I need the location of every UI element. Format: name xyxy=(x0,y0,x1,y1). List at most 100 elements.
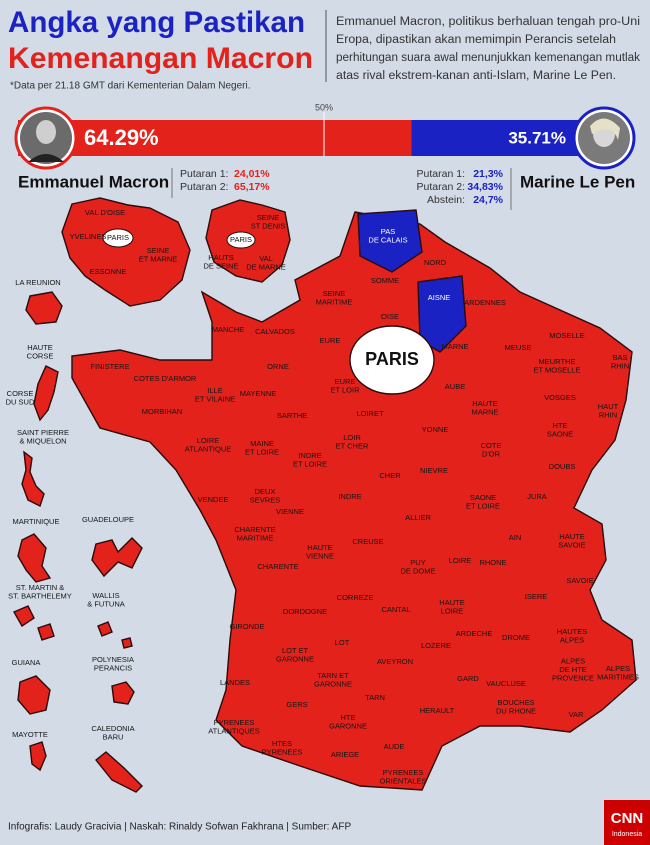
label-line: POLYNESIA xyxy=(92,655,134,664)
area-label: GIRONDE xyxy=(229,622,264,631)
label-line: PAS xyxy=(381,227,395,236)
label-line: LOT ET xyxy=(282,646,309,655)
area-label: VENDEE xyxy=(198,495,229,504)
area-label: WALLIS & FUTUNA xyxy=(87,591,125,609)
area-label: MOSELLE xyxy=(549,331,584,340)
area-label: SOMME xyxy=(371,276,399,285)
area-label: LOIRE xyxy=(449,556,472,565)
label-line: MEURTHE xyxy=(539,357,576,366)
label-line: INDRE xyxy=(298,451,321,460)
label-line: VAUCLUSE xyxy=(486,679,526,688)
title-line: Angka yang Pastikan xyxy=(8,6,305,39)
area-label: HAUTE SAVOIE xyxy=(558,532,585,550)
label-line: ET MOSELLE xyxy=(534,365,581,374)
label-line: HAUTE xyxy=(307,543,332,552)
area-label: ARDECHE xyxy=(456,629,493,638)
label-line: GUADELOUPE xyxy=(82,515,134,524)
round-label: Putaran 1: xyxy=(180,168,228,180)
label-line: DEUX xyxy=(255,487,276,496)
label-line: SEINE xyxy=(257,213,280,222)
label-line: VENDEE xyxy=(198,495,229,504)
area-label: SARTHE xyxy=(277,411,307,420)
area-label: VIENNE xyxy=(276,507,304,516)
label-line: COTES D'ARMOR xyxy=(134,374,197,383)
territory-shape xyxy=(111,681,135,705)
area-label: LOIR ET CHER xyxy=(336,433,369,451)
label-line: OISE xyxy=(381,312,399,321)
label-line: CANTAL xyxy=(381,605,410,614)
round-value: 65,17% xyxy=(234,181,270,193)
area-label: HERAULT xyxy=(420,706,455,715)
area-label: HAUTE VIENNE xyxy=(306,543,334,561)
area-label: DROME xyxy=(502,633,530,642)
label-line: YONNE xyxy=(422,425,449,434)
label-line: ET LOIRE xyxy=(245,447,279,456)
label-line: FINISTERE xyxy=(90,362,129,371)
label-line: ALPES xyxy=(606,664,630,673)
area-label: PYRENEES ATLANTIQUES xyxy=(208,718,260,736)
area-label: AVEYRON xyxy=(377,657,413,666)
area-label: CHER xyxy=(379,471,401,480)
area-label: GARD xyxy=(457,674,479,683)
area-label: AUDE xyxy=(384,742,405,751)
area-label: VOSGES xyxy=(544,393,576,402)
label-line: TARN xyxy=(365,693,385,702)
area-label: ST. MARTIN & ST. BARTHELEMY xyxy=(8,583,72,601)
area-label: GUADELOUPE xyxy=(82,515,134,524)
label-line: GARONNE xyxy=(276,654,314,663)
description-line: Eropa, dipastikan akan memimpin Perancis… xyxy=(336,34,616,46)
area-label: PAS DE CALAIS xyxy=(368,227,407,245)
label-line: PYRENEES xyxy=(262,747,303,756)
label-line: MARITIME xyxy=(316,297,353,306)
area-label: HTE SAONE xyxy=(547,421,573,439)
midpoint-label: 50% xyxy=(315,102,333,112)
label-line: HAUTE xyxy=(27,343,52,352)
candidate-name: Emmanuel Macron xyxy=(18,172,169,191)
label-line: SEINE xyxy=(147,246,170,255)
label-line: INDRE xyxy=(338,492,361,501)
label-line: HTE xyxy=(341,713,356,722)
area-label: YVELINES xyxy=(70,232,107,241)
label-line: NORD xyxy=(424,258,447,267)
area-label: CORREZE xyxy=(337,593,374,602)
area-label: ESSONNE xyxy=(90,267,127,276)
label-line: SAONE xyxy=(547,429,573,438)
area-label: COTE D'OR xyxy=(481,441,502,459)
area-label: SEINE ST DENIS xyxy=(251,213,285,231)
region-pas-de-calais xyxy=(357,209,423,273)
area-label: CALVADOS xyxy=(255,327,295,336)
label-line: CORSE xyxy=(27,351,54,360)
label-line: RHONE xyxy=(479,558,506,567)
label-line: ARDECHE xyxy=(456,629,493,638)
label-line: AUDE xyxy=(384,742,405,751)
round-label: Abstein: xyxy=(427,194,465,206)
logo: CNN xyxy=(611,810,644,827)
label-line: SAINT PIERRE xyxy=(17,428,69,437)
territory-shape xyxy=(17,533,52,583)
label-line: LOIRE xyxy=(441,606,464,615)
label-line: TARN ET xyxy=(317,671,349,680)
area-label: SAONE ET LOIRE xyxy=(466,493,500,511)
label-line: ILLE xyxy=(207,386,222,395)
label-line: SAVOIE xyxy=(558,540,585,549)
macron-face xyxy=(36,120,56,144)
area-label: SAVOIE xyxy=(566,576,593,585)
label-line: ARDENNES xyxy=(464,298,506,307)
label-line: PUY xyxy=(410,558,425,567)
label-line: JURA xyxy=(527,492,547,501)
round-label: Putaran 2: xyxy=(180,181,228,193)
label-line: MARTINIQUE xyxy=(13,517,60,526)
area-label: HAUTS DE SEINE xyxy=(203,253,238,271)
label-line: SAVOIE xyxy=(566,576,593,585)
label-line: PROVENCE xyxy=(552,673,594,682)
label-line: ALLIER xyxy=(405,513,431,522)
area-label: LOIRET xyxy=(356,409,384,418)
label-line: WALLIS xyxy=(92,591,119,600)
label-line: GARD xyxy=(457,674,479,683)
label-line: BOUCHES xyxy=(497,698,534,707)
area-label: HAUTE LOIRE xyxy=(439,598,464,616)
label-line: SOMME xyxy=(371,276,399,285)
label-line: CHER xyxy=(379,471,401,480)
label-line: DOUBS xyxy=(549,462,576,471)
